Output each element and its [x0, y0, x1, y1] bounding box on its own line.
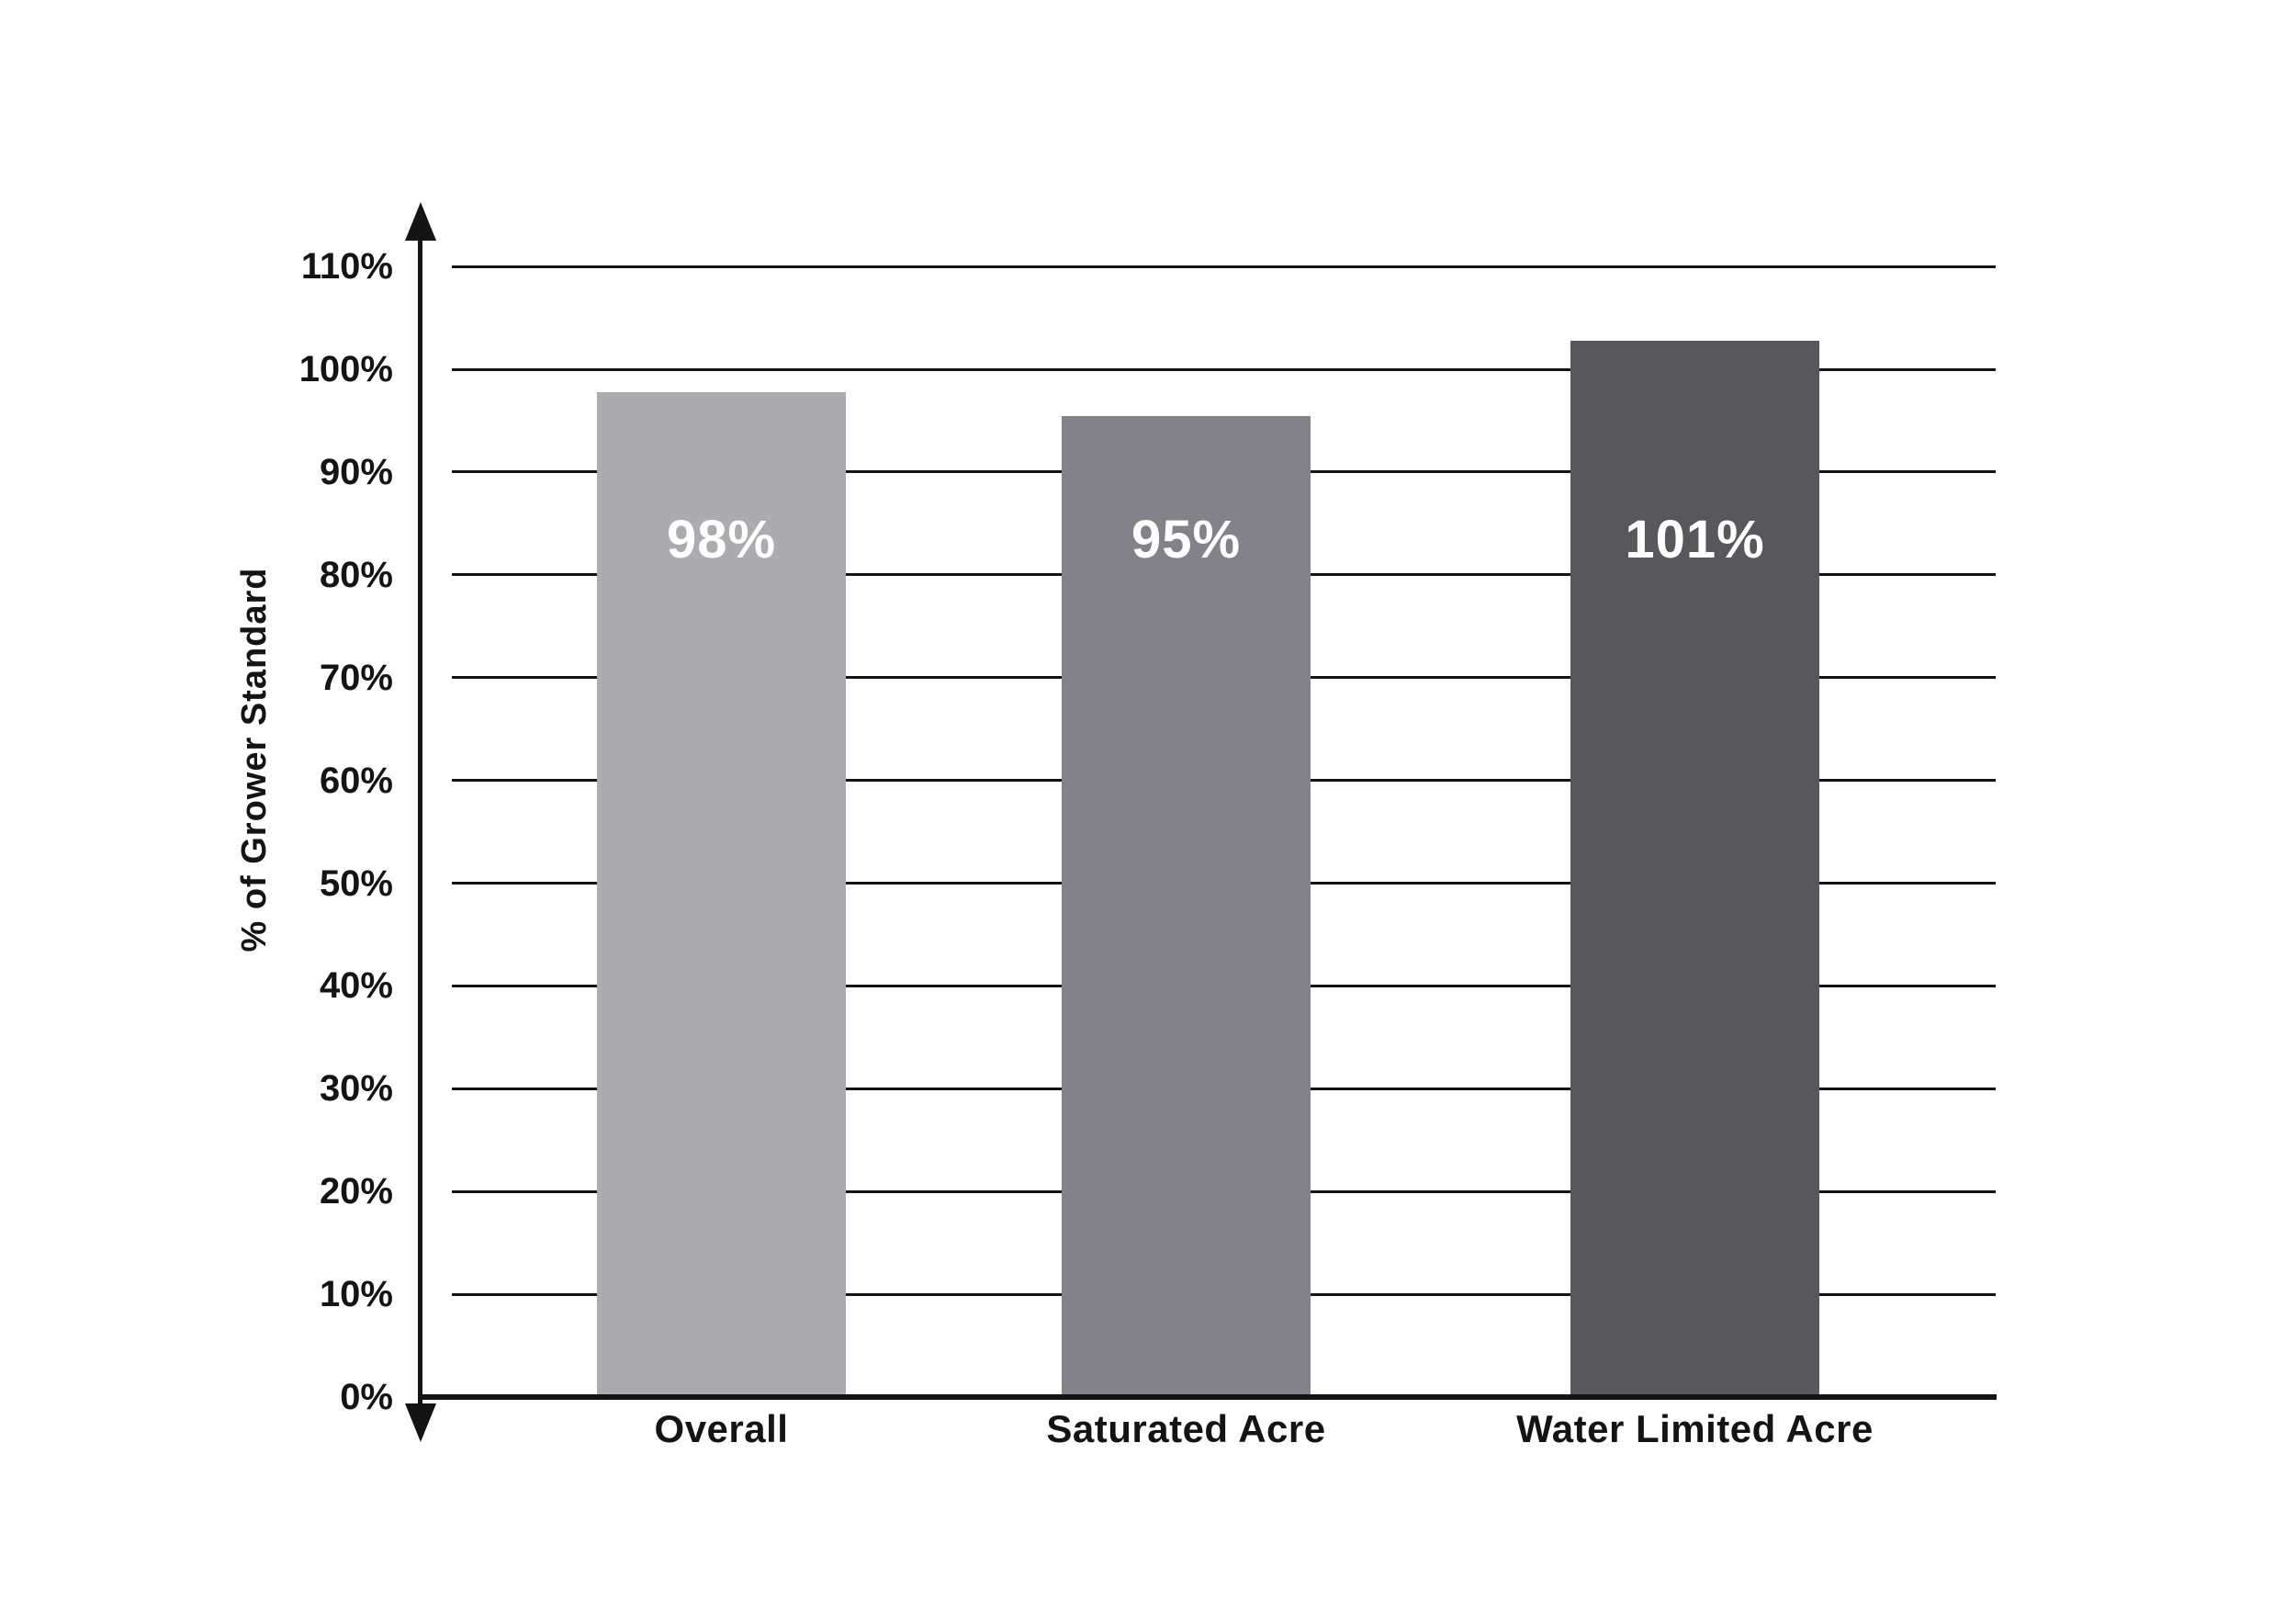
y-axis-arrow-down-icon [405, 1403, 436, 1442]
x-axis-line [418, 1394, 1997, 1400]
x-category-label: Overall [654, 1407, 789, 1450]
x-category-label: Water Limited Acre [1516, 1407, 1874, 1450]
bar-value-label: 98% [666, 510, 777, 569]
y-axis-line [418, 231, 422, 1414]
y-tick-label: 70% [319, 657, 393, 698]
bar-value-label: 95% [1131, 510, 1242, 569]
y-tick-label: 90% [319, 451, 393, 492]
x-category-label: Saturated Acre [1046, 1407, 1326, 1450]
y-tick-label: 100% [298, 349, 393, 389]
bar-value-label: 101% [1625, 510, 1765, 569]
gridline [452, 265, 1996, 268]
y-tick-label: 60% [319, 760, 393, 801]
y-tick-label: 80% [319, 554, 393, 595]
y-tick-label: 40% [319, 965, 393, 1007]
y-tick-label: 10% [319, 1274, 393, 1315]
bar-water-limited-acre [1570, 340, 1819, 1394]
y-tick-label: 0% [340, 1377, 393, 1417]
y-tick-label: 110% [300, 246, 393, 287]
y-tick-label: 50% [319, 862, 393, 904]
bar-saturated-acre [1062, 416, 1311, 1394]
y-tick-label: 20% [319, 1171, 393, 1212]
bar-overall [597, 391, 846, 1394]
gridline [452, 367, 1996, 371]
y-tick-label: 30% [319, 1068, 393, 1110]
